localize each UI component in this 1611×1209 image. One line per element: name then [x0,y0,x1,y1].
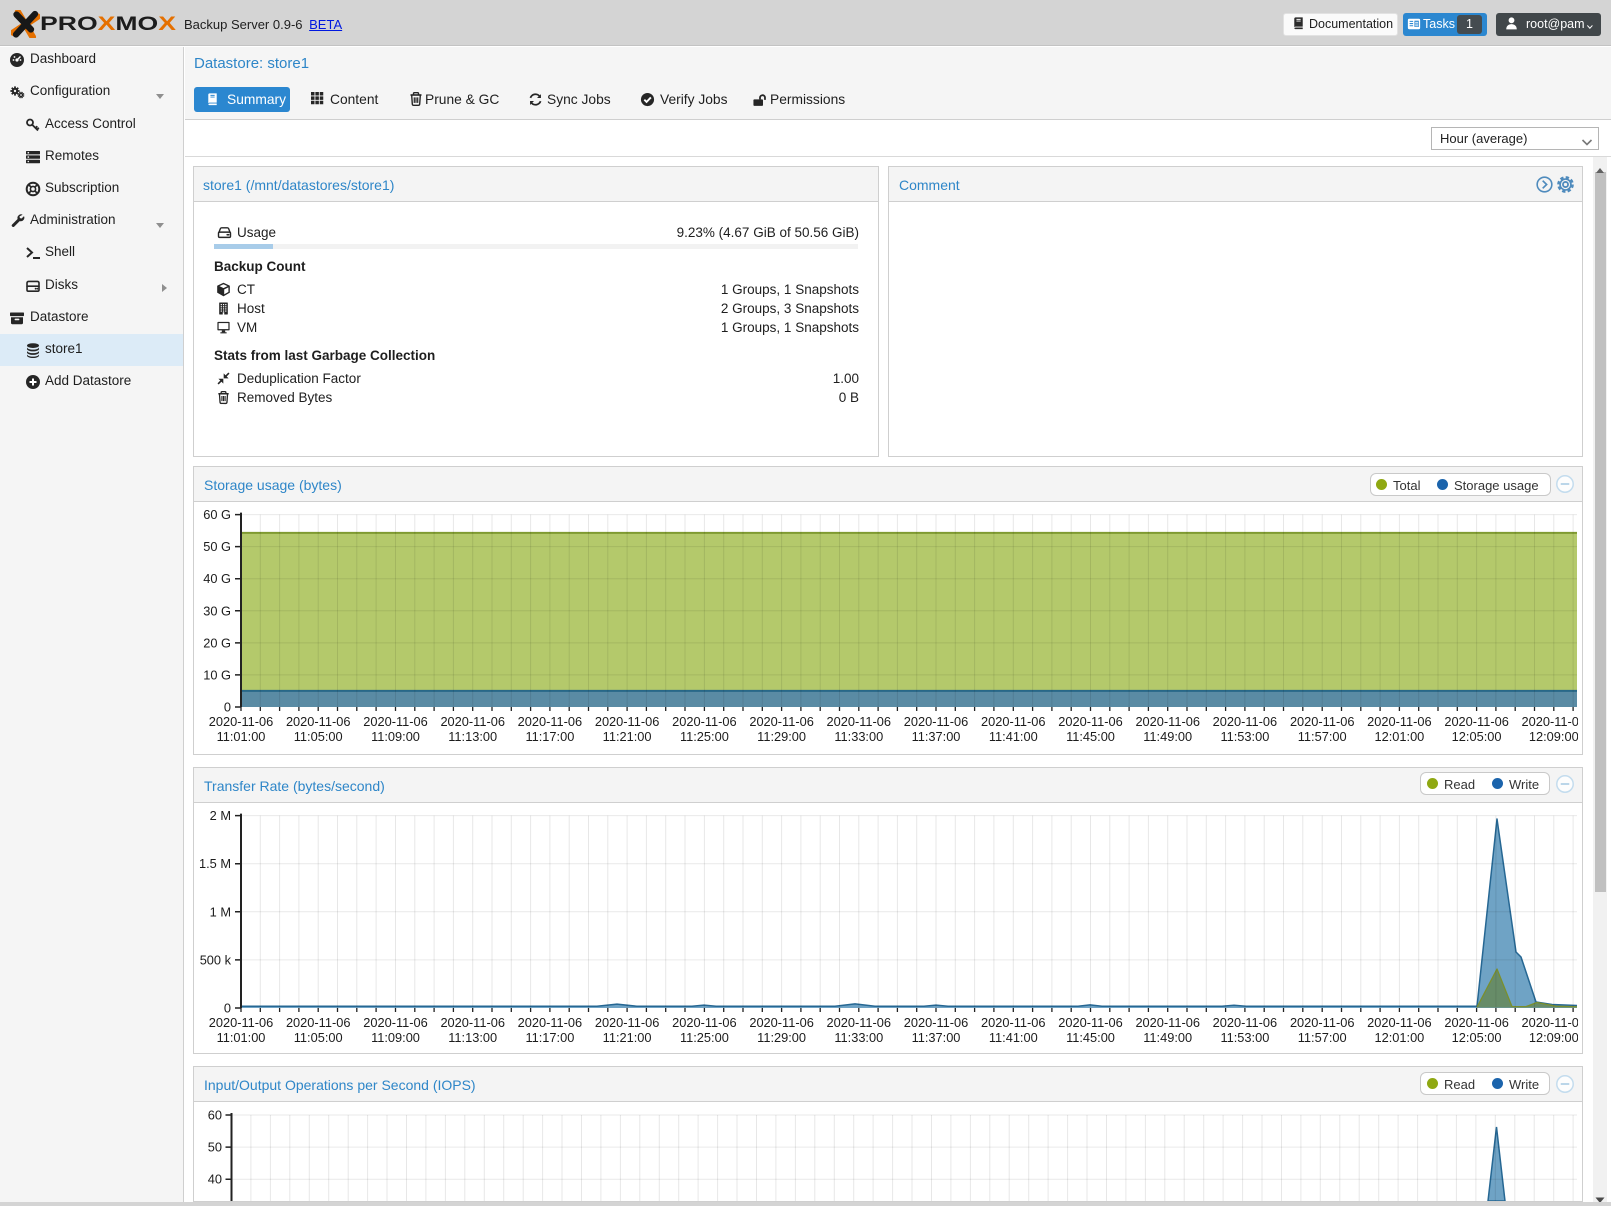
svg-text:2020-11-06: 2020-11-06 [1444,1015,1509,1030]
svg-text:2020-11-06: 2020-11-06 [672,714,737,729]
svg-text:2020-11-06: 2020-11-06 [1213,714,1278,729]
svg-text:11:41:00: 11:41:00 [989,1030,1038,1045]
svg-text:2020-11-06: 2020-11-06 [749,714,814,729]
svg-text:12:09:00: 12:09:00 [1529,1030,1578,1045]
svg-text:2020-11-06: 2020-11-06 [209,714,274,729]
svg-text:10 G: 10 G [203,667,231,682]
svg-text:11:13:00: 11:13:00 [448,729,497,744]
svg-text:2020-11-06: 2020-11-06 [286,714,351,729]
svg-text:11:25:00: 11:25:00 [680,729,729,744]
svg-text:2020-11-06: 2020-11-06 [904,714,969,729]
svg-text:2020-11-06: 2020-11-06 [363,1015,428,1030]
svg-text:11:49:00: 11:49:00 [1143,729,1192,744]
svg-text:11:57:00: 11:57:00 [1298,729,1347,744]
svg-text:40 G: 40 G [203,571,231,586]
svg-text:2020-11-06: 2020-11-06 [1290,1015,1355,1030]
svg-text:11:37:00: 11:37:00 [912,1030,961,1045]
svg-text:2020-11-06: 2020-11-06 [209,1015,274,1030]
svg-text:2020-11-06: 2020-11-06 [672,1015,737,1030]
svg-text:11:09:00: 11:09:00 [371,1030,420,1045]
svg-text:2020-11-06: 2020-11-06 [904,1015,969,1030]
svg-text:2020-11-06: 2020-11-06 [749,1015,814,1030]
svg-text:2020-11-06: 2020-11-06 [1367,714,1432,729]
svg-text:11:17:00: 11:17:00 [525,729,574,744]
svg-text:2020-11-06: 2020-11-06 [981,714,1046,729]
svg-text:11:01:00: 11:01:00 [217,729,266,744]
svg-text:11:17:00: 11:17:00 [525,1030,574,1045]
svg-text:2020-11-06: 2020-11-06 [1058,714,1123,729]
svg-text:50 G: 50 G [203,539,231,554]
svg-text:2020-11-06: 2020-11-06 [440,714,505,729]
svg-text:30 G: 30 G [203,603,231,618]
svg-text:11:33:00: 11:33:00 [834,729,883,744]
svg-text:11:25:00: 11:25:00 [680,1030,729,1045]
svg-text:12:05:00: 12:05:00 [1452,729,1502,744]
svg-text:20 G: 20 G [203,635,231,650]
svg-text:11:05:00: 11:05:00 [294,1030,343,1045]
svg-text:2020-11-06: 2020-11-06 [1522,1015,1578,1030]
svg-text:11:33:00: 11:33:00 [834,1030,883,1045]
svg-text:2020-11-06: 2020-11-06 [827,714,892,729]
svg-text:60: 60 [208,1108,222,1123]
svg-text:2020-11-06: 2020-11-06 [981,1015,1046,1030]
svg-text:11:53:00: 11:53:00 [1220,729,1269,744]
svg-text:2020-11-06: 2020-11-06 [440,1015,505,1030]
svg-text:11:53:00: 11:53:00 [1220,1030,1269,1045]
svg-text:11:29:00: 11:29:00 [757,1030,806,1045]
svg-text:0: 0 [224,700,231,715]
svg-text:2020-11-06: 2020-11-06 [1444,714,1509,729]
svg-text:2020-11-06: 2020-11-06 [1522,714,1578,729]
svg-text:2020-11-06: 2020-11-06 [1135,714,1200,729]
svg-text:11:57:00: 11:57:00 [1298,1030,1347,1045]
svg-text:2020-11-06: 2020-11-06 [1135,1015,1200,1030]
svg-text:11:21:00: 11:21:00 [603,729,652,744]
svg-text:11:37:00: 11:37:00 [912,729,961,744]
svg-text:12:01:00: 12:01:00 [1374,1030,1424,1045]
svg-text:11:21:00: 11:21:00 [603,1030,652,1045]
svg-text:12:05:00: 12:05:00 [1452,1030,1502,1045]
svg-text:50: 50 [208,1140,222,1155]
svg-text:2020-11-06: 2020-11-06 [1367,1015,1432,1030]
svg-text:12:09:00: 12:09:00 [1529,729,1578,744]
svg-text:11:45:00: 11:45:00 [1066,1030,1115,1045]
svg-text:0: 0 [224,1001,231,1016]
svg-text:2020-11-06: 2020-11-06 [363,714,428,729]
svg-text:2020-11-06: 2020-11-06 [1213,1015,1278,1030]
svg-text:60 G: 60 G [203,507,231,522]
svg-text:1.5 M: 1.5 M [199,856,231,871]
svg-text:11:01:00: 11:01:00 [217,1030,266,1045]
svg-text:11:41:00: 11:41:00 [989,729,1038,744]
svg-text:40: 40 [208,1172,222,1187]
svg-text:500 k: 500 k [200,952,232,967]
svg-text:2 M: 2 M [210,808,231,823]
svg-text:11:05:00: 11:05:00 [294,729,343,744]
svg-text:12:01:00: 12:01:00 [1374,729,1424,744]
svg-text:11:13:00: 11:13:00 [448,1030,497,1045]
svg-text:11:49:00: 11:49:00 [1143,1030,1192,1045]
svg-text:11:45:00: 11:45:00 [1066,729,1115,744]
svg-text:2020-11-06: 2020-11-06 [595,1015,660,1030]
svg-text:2020-11-06: 2020-11-06 [286,1015,351,1030]
svg-text:2020-11-06: 2020-11-06 [595,714,660,729]
svg-text:2020-11-06: 2020-11-06 [518,1015,583,1030]
svg-text:2020-11-06: 2020-11-06 [827,1015,892,1030]
svg-text:2020-11-06: 2020-11-06 [518,714,583,729]
svg-text:11:09:00: 11:09:00 [371,729,420,744]
svg-text:11:29:00: 11:29:00 [757,729,806,744]
svg-text:2020-11-06: 2020-11-06 [1290,714,1355,729]
svg-text:2020-11-06: 2020-11-06 [1058,1015,1123,1030]
svg-text:1 M: 1 M [210,904,231,919]
